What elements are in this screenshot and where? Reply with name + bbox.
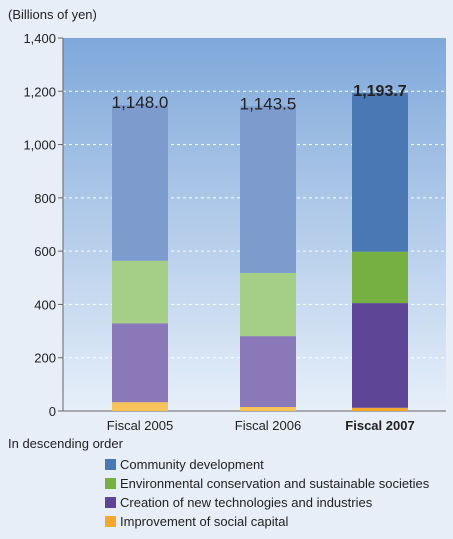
legend-label: Environmental conservation and sustainab… [120,476,430,491]
legend-label: Improvement of social capital [120,514,289,529]
bar-segment [112,402,168,411]
bar-total-label: 1,193.7 [353,83,406,100]
y-tick-label: 1,000 [23,138,56,153]
total-labels: 1,148.0 1,143.5 1,193.7 [112,83,407,113]
x-tick-label: Fiscal 2007 [345,418,414,433]
bar-segment [240,407,296,411]
unit-label: (Billions of yen) [8,7,97,22]
y-tick-label: 600 [34,244,56,259]
legend-swatch [105,478,116,489]
bar-segment [352,407,408,411]
x-tick-label: Fiscal 2006 [235,418,301,433]
bar-segment [112,323,168,403]
legend-label: Community development [120,457,264,472]
bar-segment [112,260,168,324]
legend-item: Creation of new technologies and industr… [105,495,372,510]
bar-total-label: 1,143.5 [240,94,297,113]
bar-total-label: 1,148.0 [112,93,169,112]
bar-segment [352,303,408,408]
bar-segment [240,336,296,408]
y-tick-label: 0 [49,404,56,419]
legend-item: Improvement of social capital [105,514,288,529]
bar-segment [240,272,296,337]
legend-item: Community development [105,457,264,472]
legend-item: Environmental conservation and sustainab… [105,476,429,491]
legend-swatch [105,516,116,527]
legend-label: Creation of new technologies and industr… [120,495,373,510]
y-tick-label: 1,400 [23,31,56,46]
bar-segment [240,106,296,273]
y-axis-ticks: 0 200 400 600 800 1,000 1,200 1,400 [23,31,63,419]
y-tick-label: 1,200 [23,84,56,99]
bar-segment [112,105,168,261]
bar-stacks [112,92,408,411]
legend-title: In descending order [8,436,123,451]
y-tick-label: 800 [34,191,56,206]
x-tick-label: Fiscal 2005 [107,418,173,433]
y-tick-label: 200 [34,351,56,366]
legend-swatch [105,459,116,470]
legend-swatch [105,497,116,508]
bar-chart: (Billions of yen) 0 200 400 600 800 1,000 1,20… [8,7,446,433]
bar-segment [352,251,408,304]
bar-segment [352,92,408,252]
y-tick-label: 400 [34,297,56,312]
x-axis-labels: Fiscal 2005 Fiscal 2006 Fiscal 2007 [107,418,415,433]
